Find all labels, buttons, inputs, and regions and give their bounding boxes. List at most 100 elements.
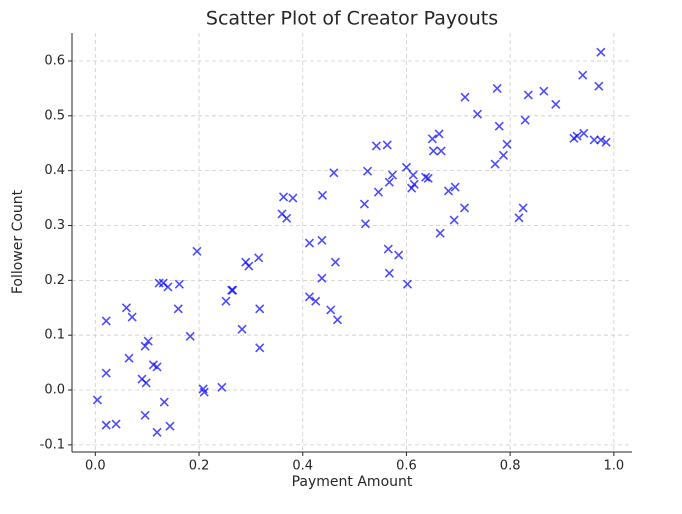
point [434, 129, 444, 139]
point [152, 427, 162, 437]
point [173, 304, 183, 314]
point [371, 141, 381, 151]
point [165, 421, 175, 431]
point [449, 215, 459, 225]
point [490, 159, 500, 169]
point [498, 150, 508, 160]
point [101, 316, 111, 326]
point [382, 140, 392, 150]
point [539, 86, 549, 96]
point [578, 70, 588, 80]
point [255, 304, 265, 314]
x-tick-label: 0.6 [396, 459, 417, 474]
point [92, 395, 102, 405]
point [459, 203, 470, 213]
point [217, 382, 227, 392]
point [518, 203, 528, 213]
point [384, 268, 394, 278]
point [409, 179, 419, 189]
point [514, 213, 524, 223]
point [199, 387, 209, 397]
point [221, 296, 231, 306]
y-tick-label: 0.5 [44, 108, 65, 123]
point [523, 90, 533, 100]
point [596, 47, 606, 57]
point [332, 315, 343, 325]
point [428, 146, 438, 156]
point [255, 343, 265, 353]
point [402, 279, 413, 289]
point [502, 139, 512, 149]
point [244, 261, 254, 271]
point [401, 162, 412, 172]
point [330, 257, 340, 267]
point [304, 238, 315, 248]
x-tick-label: 1.0 [604, 459, 625, 474]
point [594, 81, 604, 91]
point [288, 193, 298, 203]
point [140, 410, 150, 420]
y-tick-label: 0.6 [44, 53, 65, 68]
point [140, 341, 150, 351]
point [492, 83, 502, 93]
x-tick-label: 0.4 [292, 459, 313, 474]
point [421, 172, 431, 182]
point [359, 199, 370, 209]
y-axis-label: Follower Count [10, 189, 26, 294]
point [383, 244, 393, 254]
point [450, 182, 460, 192]
point [111, 419, 121, 429]
y-tick-label: -0.1 [40, 437, 65, 452]
point [408, 170, 418, 180]
x-tick-label: 0.2 [189, 459, 210, 474]
point [551, 99, 561, 109]
point [317, 273, 327, 283]
point [237, 324, 247, 334]
point [435, 228, 445, 238]
point [472, 109, 483, 119]
point [311, 296, 321, 306]
point [317, 235, 327, 245]
point [384, 177, 394, 187]
y-tick-label: 0.0 [44, 383, 65, 398]
point [174, 279, 184, 289]
point [152, 362, 162, 372]
point [124, 353, 134, 363]
point [101, 420, 111, 430]
point [282, 213, 292, 223]
y-tick-label: 0.2 [44, 273, 65, 288]
point [121, 303, 132, 313]
point [101, 368, 111, 378]
point [494, 121, 504, 131]
point [572, 131, 582, 141]
point [317, 190, 328, 200]
point [360, 219, 371, 229]
point [443, 186, 454, 196]
point [579, 128, 589, 138]
point [329, 168, 339, 178]
point [278, 192, 289, 202]
point [143, 336, 153, 346]
point [326, 305, 336, 315]
y-tick-label: 0.1 [44, 328, 65, 343]
point [254, 253, 264, 263]
point [192, 246, 202, 256]
x-tick-label: 0.8 [500, 459, 521, 474]
point [141, 378, 151, 388]
point [163, 282, 173, 292]
point [601, 137, 611, 147]
point [304, 292, 315, 302]
chart-title: Scatter Plot of Creator Payouts [206, 8, 498, 30]
point [596, 135, 606, 145]
point [362, 166, 373, 176]
point [373, 187, 384, 197]
point [423, 173, 433, 183]
point [427, 134, 437, 144]
point [159, 397, 169, 407]
y-tick-label: 0.4 [44, 163, 65, 178]
point [436, 146, 446, 156]
x-axis-label: Payment Amount [292, 474, 413, 490]
point [127, 312, 137, 322]
point [185, 331, 195, 341]
